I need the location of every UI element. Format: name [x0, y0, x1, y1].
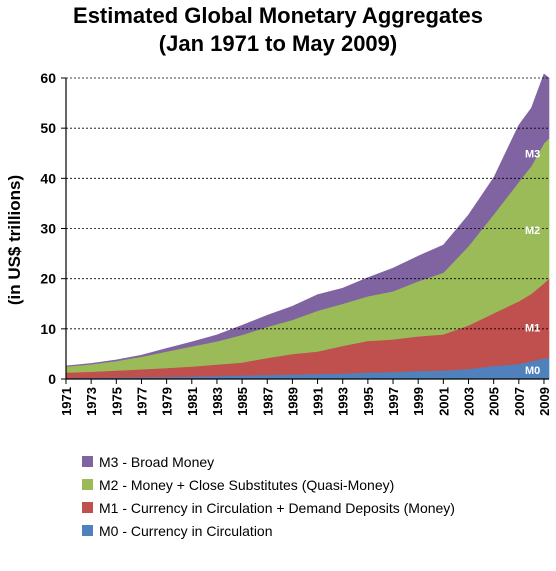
x-tick-label-1983: 1983: [210, 387, 225, 416]
legend-item-m1: M1 - Currency in Circulation + Demand De…: [82, 496, 455, 519]
legend: M3 - Broad Money M2 - Money + Close Subst…: [82, 450, 455, 542]
x-tick-label-1991: 1991: [311, 387, 326, 416]
legend-swatch: [82, 479, 93, 490]
legend-label: M2 - Money + Close Substitutes (Quasi-Mo…: [99, 476, 395, 493]
x-tick-label-1971: 1971: [59, 387, 74, 416]
x-tick-label-2009: 2009: [537, 387, 552, 416]
x-tick-label-2007: 2007: [512, 387, 527, 416]
y-tick-label-20: 20: [40, 271, 56, 287]
stacked-area-chart: 0 10 20 30 40 50 60 1971 1973 1975 1977 1979 1981 198…: [5, 70, 552, 416]
x-tick-label-1985: 1985: [235, 387, 250, 416]
legend-swatch: [82, 525, 93, 536]
series-label-m3: M3: [525, 148, 540, 160]
x-tick-label-2005: 2005: [487, 387, 502, 416]
x-tick-label-1993: 1993: [336, 387, 351, 416]
x-tick-label-2001: 2001: [436, 387, 451, 416]
x-tick-label-1975: 1975: [109, 387, 124, 416]
x-tick-label-1987: 1987: [260, 387, 275, 416]
y-tick-label-10: 10: [40, 321, 56, 337]
legend-item-m3: M3 - Broad Money: [82, 450, 455, 473]
y-tick-label-0: 0: [48, 371, 56, 387]
x-tick-label-1979: 1979: [160, 387, 175, 416]
legend-label: M1 - Currency in Circulation + Demand De…: [99, 499, 455, 516]
y-tick-label-30: 30: [40, 221, 56, 237]
y-tick-label-60: 60: [40, 70, 56, 86]
legend-swatch: [82, 456, 93, 467]
x-tick-label-1995: 1995: [361, 387, 376, 416]
y-tick-label-50: 50: [40, 120, 56, 136]
legend-swatch: [82, 502, 93, 513]
y-axis-label: (in US$ trillions): [5, 175, 24, 305]
x-tick-label-2003: 2003: [462, 387, 477, 416]
series-area-m3: [65, 73, 550, 367]
x-tick-label-1999: 1999: [411, 387, 426, 416]
series-label-m0: M0: [525, 365, 540, 377]
legend-item-m0: M0 - Currency in Circulation: [82, 519, 455, 542]
x-tick-label-1981: 1981: [185, 387, 200, 416]
series-areas: [65, 73, 550, 380]
x-tick-label-1989: 1989: [285, 387, 300, 416]
x-tick-label-1997: 1997: [386, 387, 401, 416]
legend-item-m2: M2 - Money + Close Substitutes (Quasi-Mo…: [82, 473, 455, 496]
series-label-m1: M1: [525, 322, 540, 334]
legend-label: M0 - Currency in Circulation: [99, 522, 273, 539]
x-tick-label-1977: 1977: [134, 387, 149, 416]
chart-title: Estimated Global Monetary Aggregates: [73, 3, 483, 28]
series-labels: M0 M1 M2 M3: [525, 148, 540, 377]
axes: 0 10 20 30 40 50 60 1971 1973 1975 1977 1979 1981 198…: [40, 70, 552, 416]
chart-subtitle: (Jan 1971 to May 2009): [158, 31, 398, 56]
y-tick-label-40: 40: [40, 170, 56, 186]
gridlines: [66, 77, 549, 330]
legend-label: M3 - Broad Money: [99, 453, 215, 470]
series-label-m2: M2: [525, 225, 540, 237]
x-tick-label-1973: 1973: [84, 387, 99, 416]
